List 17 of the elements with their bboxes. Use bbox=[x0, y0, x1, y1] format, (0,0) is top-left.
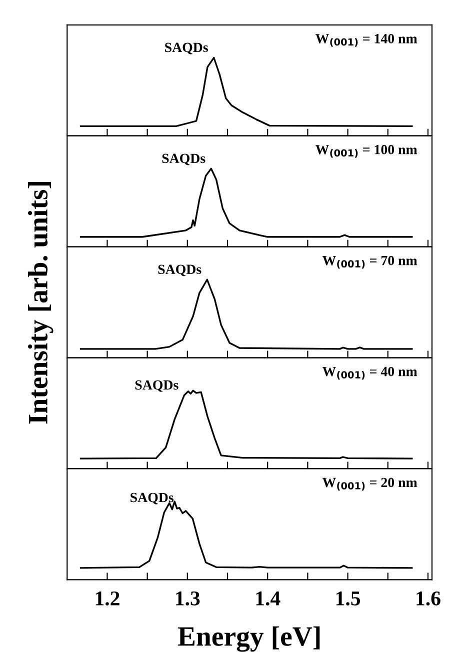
y-axis-title: Intensity [arb. units] bbox=[28, 182, 54, 424]
text: W$_{(001)}$ = 70 nm bbox=[322, 256, 418, 269]
annotation: SAQDs bbox=[162, 154, 206, 166]
x-tick-label: 1.5 bbox=[336, 591, 360, 606]
text: W$_{(001)}$ = 20 nm bbox=[322, 478, 418, 491]
annotation: SAQDs bbox=[158, 264, 202, 276]
annotation: SAQDs bbox=[130, 492, 174, 504]
x-axis-title: Energy [eV] bbox=[178, 626, 320, 652]
annotation: SAQDs bbox=[165, 42, 208, 54]
x-tick-label: 1.3 bbox=[176, 591, 200, 606]
x-tick-label: 1.4 bbox=[256, 591, 280, 606]
text: W$_{(001)}$ = 100 nm bbox=[316, 144, 418, 158]
x-tick-label: 1.2 bbox=[96, 591, 120, 606]
annotation: SAQDs bbox=[135, 380, 178, 392]
x-tick-label: 1.6 bbox=[416, 591, 440, 606]
text: W$_{(001)}$ = 40 nm bbox=[322, 366, 418, 380]
text: W$_{(001)}$ = 140 nm bbox=[316, 34, 418, 47]
